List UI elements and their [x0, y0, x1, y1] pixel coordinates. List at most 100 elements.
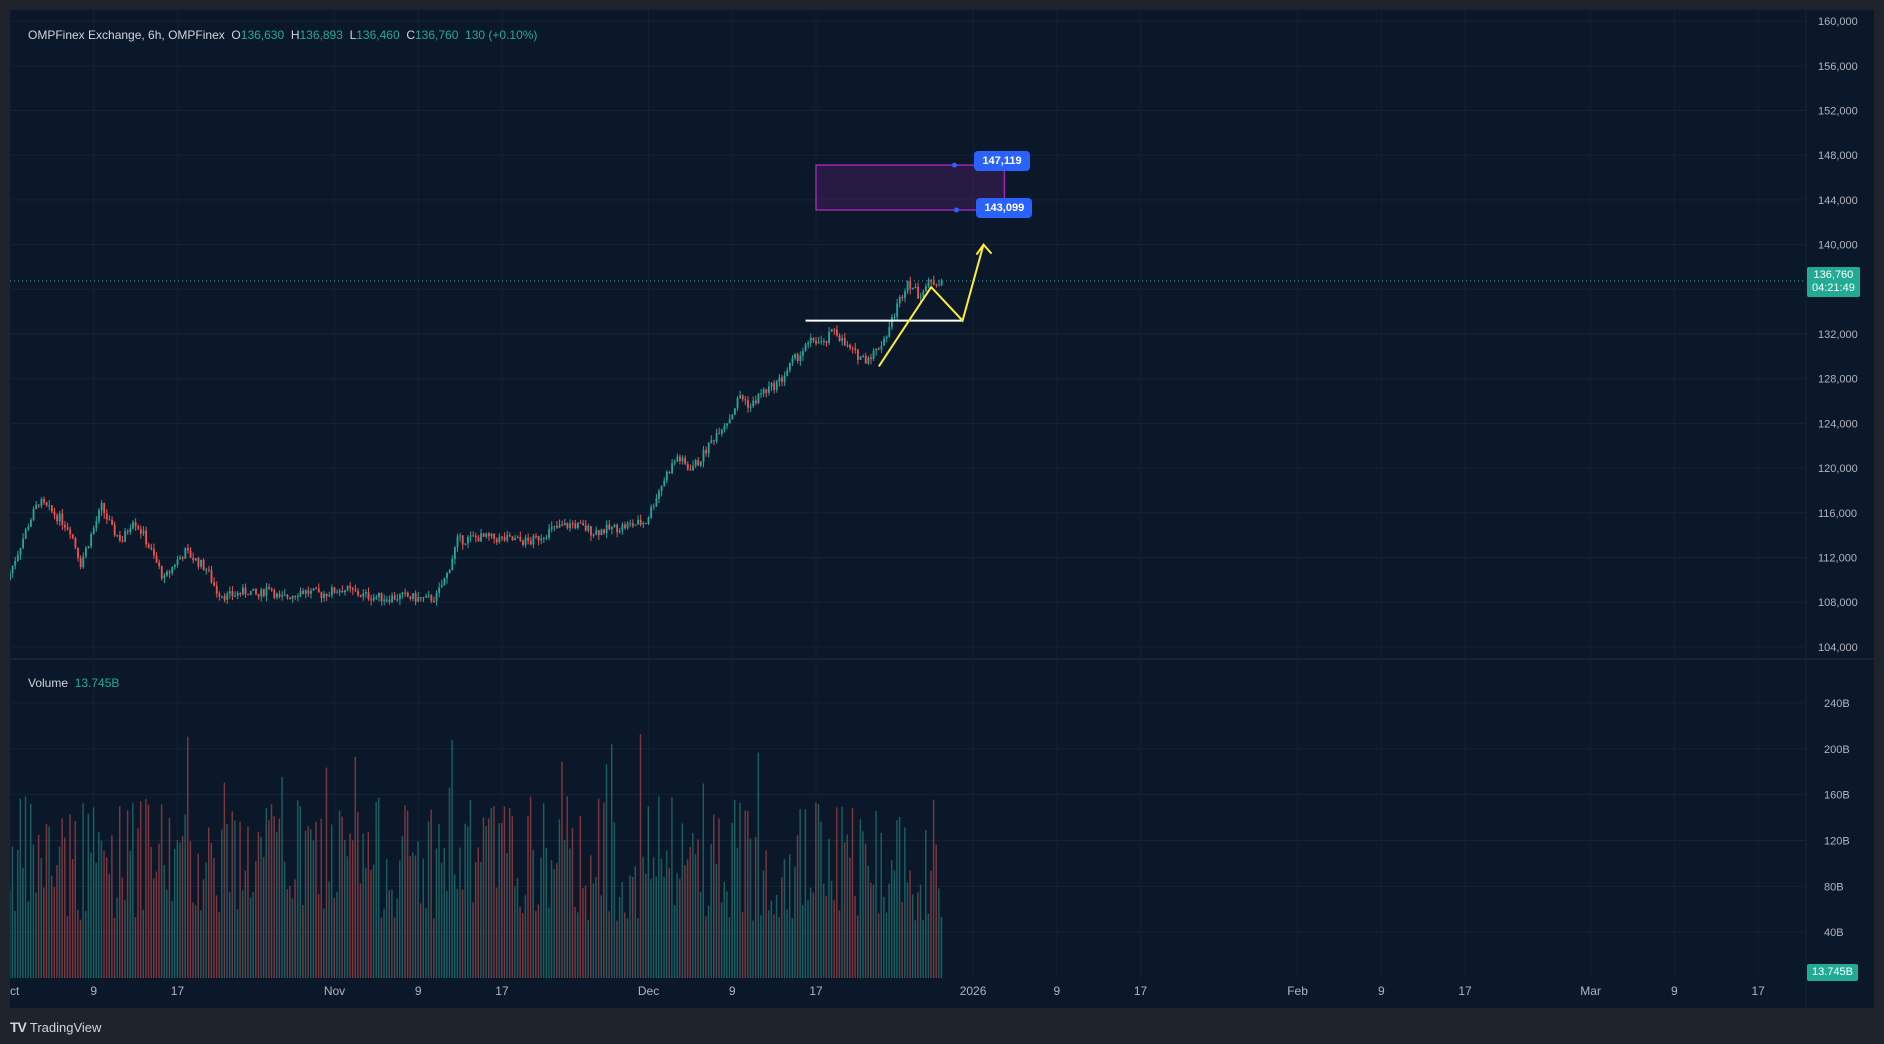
volume-bar [351, 840, 354, 978]
volume-bar [830, 881, 833, 978]
volume-bar [184, 814, 186, 978]
candle-body [315, 588, 318, 590]
candle-body [461, 535, 464, 545]
volume-bar [302, 904, 304, 978]
candle-body [849, 344, 851, 349]
candle-body [221, 595, 223, 597]
candle-body [629, 523, 632, 525]
volume-bar [741, 911, 744, 978]
candle-body [82, 556, 85, 567]
candle-body [69, 529, 72, 535]
candle-body [404, 592, 407, 594]
candle-body [10, 572, 11, 580]
candle-body [770, 383, 773, 387]
volume-bar [616, 920, 618, 978]
grid [10, 10, 1874, 1008]
volume-bar [100, 840, 103, 978]
volume-bar [906, 882, 909, 978]
volume-bar [508, 808, 511, 978]
volume-bar [265, 808, 268, 978]
price-tick-label: 124,000 [1818, 418, 1858, 430]
candle-body [917, 286, 920, 299]
candle-body [446, 572, 448, 579]
volume-bar [686, 859, 689, 978]
chart-frame[interactable]: 160,000 156,000 152,000 148,000 144,000 140,0… [10, 10, 1874, 1008]
candle-body [781, 377, 783, 382]
volume-bar [802, 905, 804, 978]
volume-bar [770, 900, 773, 978]
volume-bar [171, 900, 173, 978]
volume-bar [53, 887, 56, 978]
candle-body [610, 526, 613, 530]
volume-bar [108, 874, 110, 978]
volume-bar [150, 846, 152, 978]
volume-price-tag: 13.745B [1807, 964, 1858, 981]
candle-body [739, 395, 742, 399]
candle-body [809, 337, 812, 343]
candle-body [867, 357, 870, 364]
volume-label[interactable]: Volume [28, 676, 69, 690]
volume-bar [752, 920, 754, 978]
volume-bar [506, 852, 508, 978]
volume-bar [22, 867, 24, 978]
volume-bar [542, 803, 545, 978]
candle-body [919, 296, 922, 299]
tradingview-brand[interactable]: TV TradingView [10, 1019, 101, 1035]
volume-bar [464, 823, 466, 978]
candle-body [92, 527, 95, 535]
candle-body [537, 536, 540, 541]
symbol-title[interactable]: OMPFinex Exchange, 6h, OMPFinex [28, 28, 225, 42]
time-tick-label: 17 [1134, 984, 1148, 998]
candle-body [909, 280, 912, 289]
price-tick-label: 140,000 [1818, 240, 1858, 252]
volume-bar [820, 821, 822, 978]
zone-upper-price-tag[interactable]: 147,119 [974, 151, 1030, 172]
candle-body [328, 595, 331, 597]
candle-body [830, 329, 833, 332]
candle-body [98, 510, 100, 522]
volume-bar [650, 878, 652, 978]
candle-body [349, 586, 352, 589]
candle-body [296, 596, 299, 598]
volume-bar [773, 914, 775, 978]
candle-body [312, 588, 315, 591]
volume-bar [809, 887, 812, 978]
volume-bar [935, 844, 937, 978]
candle-body [898, 296, 901, 304]
candle-body [490, 533, 493, 537]
volume-bar [592, 883, 595, 978]
candle-body [388, 599, 391, 602]
volume-bar [919, 884, 922, 978]
volume-bar [139, 801, 142, 978]
volume-bar [35, 892, 37, 978]
candle-body [286, 594, 289, 598]
candle-body [592, 534, 595, 536]
volume-bar [482, 817, 485, 978]
candle-body [893, 316, 896, 318]
volume-bar [221, 829, 223, 978]
candle-body [262, 589, 265, 596]
volume-bar [396, 898, 398, 978]
volume-bar [597, 798, 600, 978]
target-zone[interactable] [815, 162, 1006, 213]
projection-arrow-head-icon [975, 243, 993, 256]
volume-bar [124, 900, 126, 978]
candle-body [160, 566, 163, 579]
chart-canvas[interactable]: 160,000 156,000 152,000 148,000 144,000 140,0… [10, 10, 1874, 1008]
candle-body [681, 458, 684, 462]
candle-body [163, 575, 166, 579]
candle-body [582, 523, 585, 526]
last-price-value: 136,760 [1813, 268, 1854, 281]
candle-body [330, 587, 333, 596]
volume-bar [48, 826, 50, 978]
candle-body [506, 535, 509, 541]
zone-lower-price-tag[interactable]: 143,099 [976, 197, 1033, 218]
candle-body [817, 342, 820, 344]
candle-body [419, 597, 422, 599]
candle-body [906, 280, 909, 292]
volume-bar [747, 811, 749, 978]
volume-bar [43, 887, 45, 978]
candle-body [692, 465, 694, 471]
price-tick-label: 104,000 [1818, 642, 1858, 654]
drawings[interactable] [805, 243, 993, 367]
